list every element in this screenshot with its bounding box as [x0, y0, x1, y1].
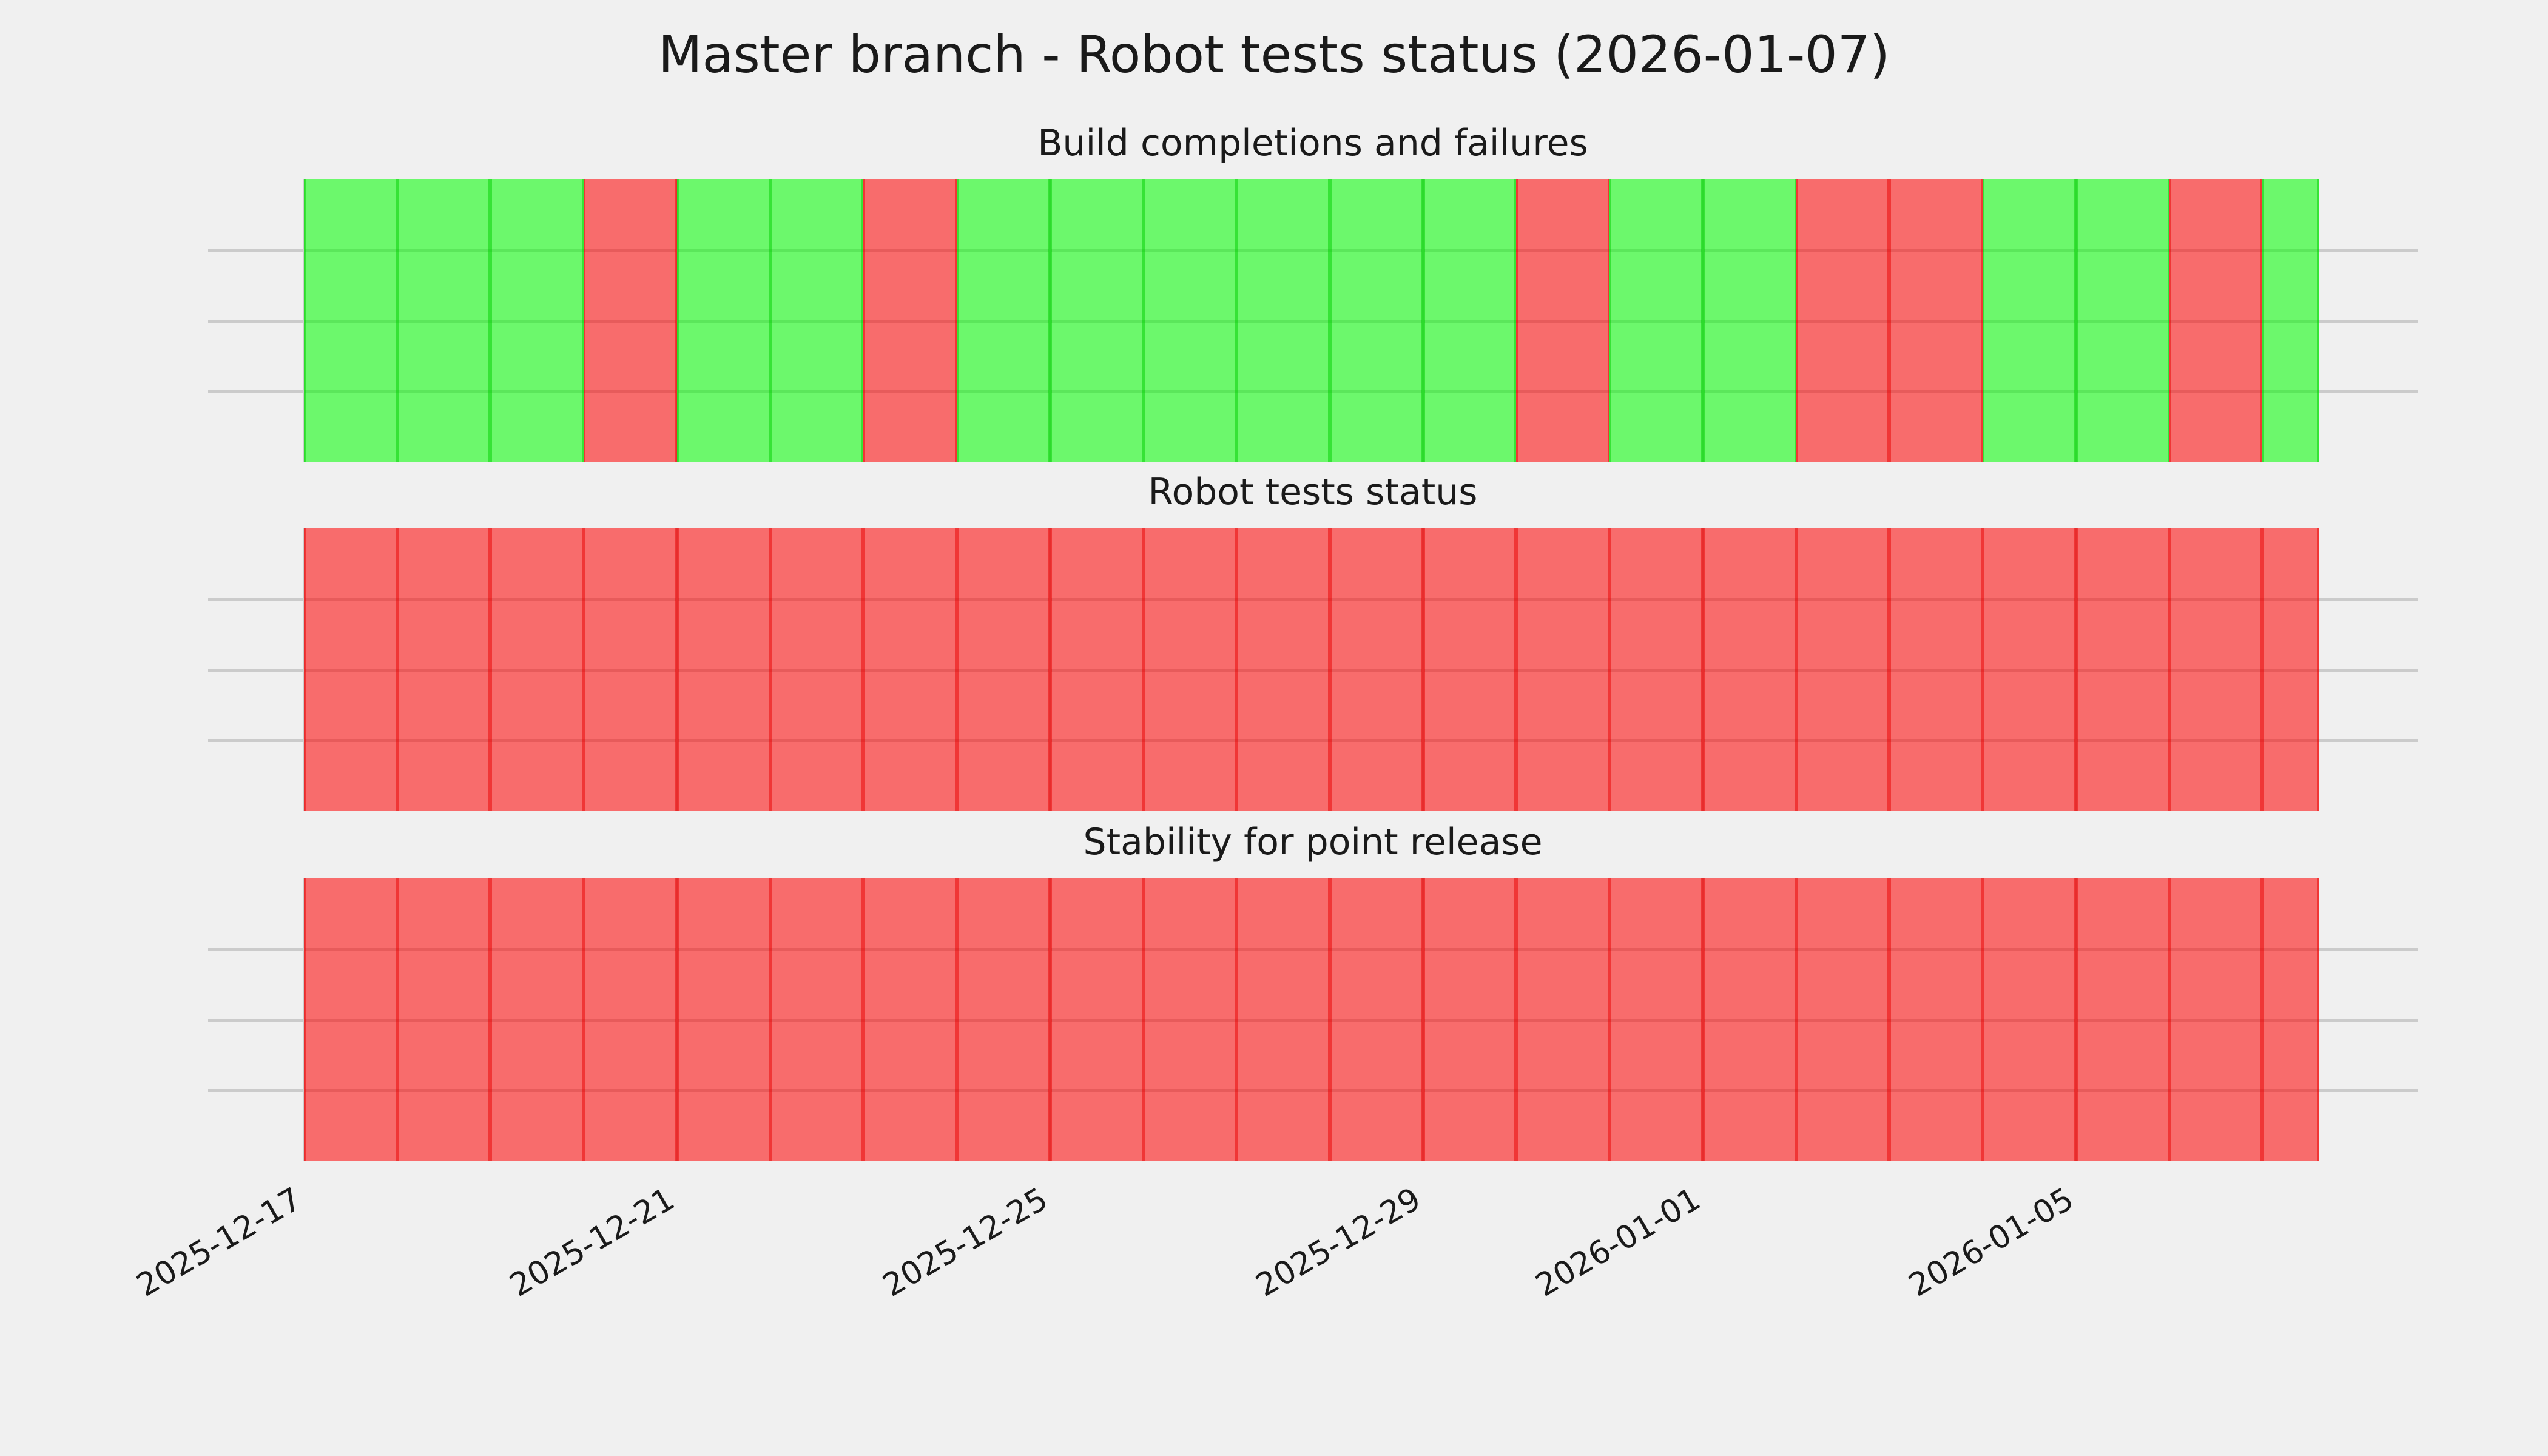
subplot-title-build-completions: Build completions and failures: [1037, 122, 1588, 164]
day-span-fail-2026-01-06: [2169, 179, 2262, 462]
subplot-title-robot-tests: Robot tests status: [1148, 471, 1478, 513]
day-span-fail-2026-01-03: [1889, 528, 1983, 811]
day-span-fail-2025-12-18: [397, 528, 490, 811]
day-span-fail-2025-12-20: [584, 878, 677, 1161]
day-span-fail-2025-12-24: [957, 878, 1050, 1161]
day-span-fail-2025-12-19: [490, 878, 584, 1161]
day-span-pass-2025-12-18: [397, 179, 490, 462]
day-span-fail-2026-01-02: [1796, 179, 1889, 462]
day-span-fail-2025-12-25: [1050, 528, 1144, 811]
day-span-pass-2025-12-28: [1330, 179, 1423, 462]
day-span-fail-2026-01-03: [1889, 179, 1983, 462]
day-span-fail-2025-12-31: [1609, 528, 1703, 811]
day-span-fail-2026-01-07: [2262, 528, 2319, 811]
day-span-fail-2025-12-28: [1330, 878, 1423, 1161]
day-span-pass-2025-12-21: [677, 179, 770, 462]
day-span-fail-2026-01-06: [2169, 878, 2262, 1161]
day-span-fail-2026-01-04: [1983, 528, 2076, 811]
x-tick-label: 2025-12-25: [877, 1181, 1054, 1304]
day-span-fail-2025-12-24: [957, 528, 1050, 811]
day-span-fail-2025-12-29: [1423, 878, 1516, 1161]
day-span-fail-2025-12-20: [584, 528, 677, 811]
day-span-fail-2026-01-05: [2076, 878, 2169, 1161]
day-span-fail-2025-12-29: [1423, 528, 1516, 811]
day-span-pass-2025-12-17: [304, 179, 397, 462]
day-span-pass-2025-12-24: [957, 179, 1050, 462]
day-span-fail-2025-12-30: [1516, 878, 1609, 1161]
x-tick-label: 2026-01-01: [1529, 1181, 1707, 1304]
day-span-fail-2026-01-03: [1889, 878, 1983, 1161]
day-span-fail-2025-12-21: [677, 878, 770, 1161]
day-span-fail-2026-01-01: [1703, 528, 1796, 811]
day-span-fail-2026-01-04: [1983, 878, 2076, 1161]
day-span-fail-2025-12-22: [770, 528, 863, 811]
x-tick-label: 2026-01-05: [1903, 1181, 2080, 1304]
subplot-title-stability: Stability for point release: [1083, 821, 1543, 863]
day-span-pass-2025-12-25: [1050, 179, 1144, 462]
day-span-pass-2025-12-22: [770, 179, 863, 462]
day-span-fail-2025-12-26: [1144, 878, 1236, 1161]
day-span-fail-2025-12-26: [1144, 528, 1236, 811]
day-span-fail-2025-12-22: [770, 878, 863, 1161]
day-span-pass-2025-12-29: [1423, 179, 1516, 462]
day-span-fail-2025-12-30: [1516, 528, 1609, 811]
subplot-axes-build-completions: [0, 179, 2548, 462]
day-span-pass-2025-12-31: [1609, 179, 1703, 462]
day-span-fail-2025-12-30: [1516, 179, 1609, 462]
day-span-fail-2025-12-27: [1236, 878, 1330, 1161]
day-span-fail-2025-12-27: [1236, 528, 1330, 811]
day-span-fail-2026-01-05: [2076, 528, 2169, 811]
day-span-fail-2026-01-02: [1796, 528, 1889, 811]
day-span-fail-2026-01-07: [2262, 878, 2319, 1161]
day-span-pass-2026-01-01: [1703, 179, 1796, 462]
day-span-pass-2026-01-04: [1983, 179, 2076, 462]
day-span-pass-2025-12-27: [1236, 179, 1330, 462]
day-span-pass-2026-01-05: [2076, 179, 2169, 462]
subplot-axes-stability: [0, 878, 2548, 1161]
day-span-fail-2025-12-21: [677, 528, 770, 811]
x-tick-label: 2025-12-21: [504, 1181, 681, 1304]
day-span-pass-2025-12-26: [1144, 179, 1236, 462]
day-span-fail-2025-12-25: [1050, 878, 1144, 1161]
day-span-fail-2026-01-02: [1796, 878, 1889, 1161]
day-span-fail-2025-12-18: [397, 878, 490, 1161]
day-span-fail-2025-12-17: [304, 878, 397, 1161]
day-span-fail-2025-12-31: [1609, 878, 1703, 1161]
day-span-fail-2025-12-19: [490, 528, 584, 811]
figure-title: Master branch - Robot tests status (2026…: [658, 25, 1890, 84]
day-span-fail-2025-12-23: [863, 528, 957, 811]
x-tick-label: 2025-12-29: [1250, 1181, 1427, 1304]
day-span-fail-2026-01-01: [1703, 878, 1796, 1161]
day-span-fail-2025-12-20: [584, 179, 677, 462]
day-span-fail-2025-12-28: [1330, 528, 1423, 811]
day-span-fail-2025-12-17: [304, 528, 397, 811]
x-tick-label: 2025-12-17: [130, 1181, 308, 1304]
day-span-pass-2025-12-19: [490, 179, 584, 462]
subplot-axes-robot-tests: [0, 528, 2548, 811]
day-span-fail-2025-12-23: [863, 179, 957, 462]
day-span-pass-2026-01-07: [2262, 179, 2319, 462]
day-span-fail-2026-01-06: [2169, 528, 2262, 811]
day-span-fail-2025-12-23: [863, 878, 957, 1161]
